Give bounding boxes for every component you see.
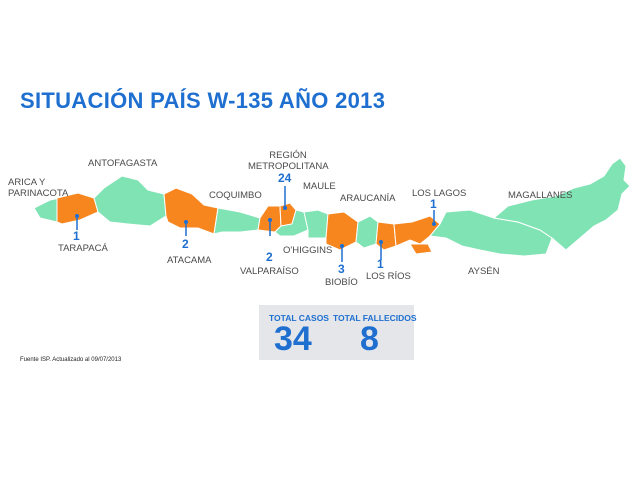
region-los-rios[interactable]	[375, 221, 397, 251]
dot-los-lagos	[432, 222, 436, 226]
region-tarapaca[interactable]	[56, 192, 99, 225]
region-aysen[interactable]	[429, 209, 553, 257]
dot-tarapaca	[75, 214, 79, 218]
label-valparaiso: VALPARAÍSO	[240, 266, 299, 277]
cases-los-lagos: 1	[430, 197, 437, 211]
page-title: SITUACIÓN PAÍS W-135 AÑO 2013	[20, 88, 386, 113]
cases-biobio: 3	[338, 262, 345, 276]
label-atacama: ATACAMA	[167, 255, 212, 266]
label-tarapaca: TARAPACÁ	[58, 243, 108, 254]
region-antofagasta[interactable]	[93, 175, 167, 227]
label-araucania: ARAUCANÍA	[340, 193, 396, 204]
dot-biobio	[340, 244, 344, 248]
label-magallanes: MAGALLANES	[508, 190, 573, 201]
leader-dots	[75, 206, 436, 248]
label-antofagasta: ANTOFAGASTA	[88, 158, 158, 169]
total-cases-value: 34	[274, 320, 312, 358]
cases-metropolitana: 24	[278, 171, 292, 185]
total-deaths-value: 8	[360, 320, 379, 358]
dot-metropolitana	[283, 206, 287, 210]
cases-los-rios: 1	[377, 257, 384, 271]
region-arica-parinacota[interactable]	[33, 197, 61, 223]
label-coquimbo: COQUIMBO	[209, 190, 262, 201]
label-ohiggins: O'HIGGINS	[283, 245, 333, 256]
cases-valparaiso: 2	[266, 250, 273, 264]
total-cases-label: TOTAL CASOS	[269, 313, 329, 323]
cases-atacama: 2	[182, 237, 189, 251]
label-biobio: BIOBÍO	[325, 277, 358, 288]
label-aysen: AYSÉN	[468, 266, 500, 277]
label-maule: MAULE	[303, 181, 336, 192]
total-deaths-label: TOTAL FALLECIDOS	[333, 313, 417, 323]
stats-box: TOTAL CASOS 34 TOTAL FALLECIDOS 8	[259, 305, 417, 360]
label-los-rios: LOS RÍOS	[366, 271, 411, 282]
region-magallanes[interactable]	[492, 157, 631, 251]
label-arica-parinacota: ARICA Y PARINACOTA	[8, 177, 69, 199]
cases-tarapaca: 1	[73, 229, 80, 243]
source-note: Fuente ISP. Actualizado al 09/07/2013	[20, 357, 122, 363]
label-los-lagos: LOS LAGOS	[412, 188, 467, 199]
dot-los-rios	[379, 240, 383, 244]
region-araucania[interactable]	[355, 215, 379, 249]
dot-atacama	[184, 220, 188, 224]
region-coquimbo[interactable]	[213, 207, 261, 235]
region-biobio[interactable]	[325, 211, 359, 251]
dot-valparaiso	[268, 218, 272, 222]
region-maule[interactable]	[303, 209, 329, 239]
label-metropolitana: REGIÓN METROPOLITANA	[248, 150, 329, 172]
leader-lines	[76, 186, 435, 262]
